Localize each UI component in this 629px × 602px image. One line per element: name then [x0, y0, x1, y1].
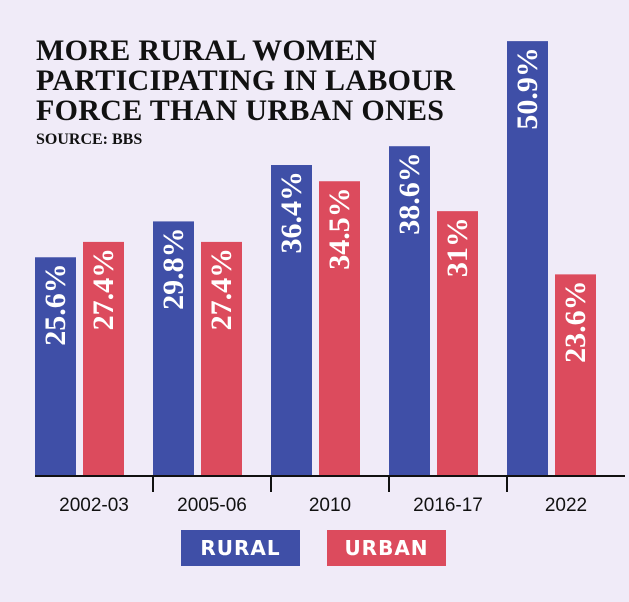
x-tick-label-2022: 2022: [545, 495, 587, 516]
source-label: SOURCE: BBS: [36, 131, 143, 148]
chart-title: MORE RURAL WOMEN PARTICIPATING IN LABOUR…: [36, 36, 506, 126]
legend-urban: URBAN: [327, 530, 446, 566]
data-label-rural-2005-06: 29.8%: [157, 227, 190, 310]
bar-urban-2010: [319, 181, 360, 476]
bar-urban-2016-17: [437, 211, 478, 476]
bar-urban-2002-03: [83, 241, 124, 476]
data-label-urban-2010: 34.5%: [323, 187, 356, 270]
data-label-rural-2022: 50.9%: [511, 47, 544, 130]
x-tick-label-2002-03: 2002-03: [59, 495, 129, 516]
data-label-urban-2022: 23.6%: [559, 280, 592, 363]
data-label-rural-2010: 36.4%: [275, 171, 308, 254]
chart-title-line-3: FORCE THAN URBAN ONES: [36, 94, 445, 127]
x-tick-label-2016-17: 2016-17: [413, 495, 483, 516]
chart-title-line-1: MORE RURAL WOMEN: [36, 34, 377, 67]
data-label-urban-2016-17: 31%: [441, 217, 474, 277]
x-tick-label-2005-06: 2005-06: [177, 495, 247, 516]
bar-rural-2022: [507, 41, 548, 476]
data-label-urban-2005-06: 27.4%: [205, 248, 238, 330]
x-tick-label-2010: 2010: [309, 495, 351, 516]
legend-rural: RURAL: [181, 530, 300, 566]
bar-rural-2010: [271, 165, 312, 476]
bar-urban-2005-06: [201, 241, 242, 476]
bar-rural-2016-17: [389, 146, 430, 476]
bar-rural-2002-03: [35, 257, 76, 476]
bar-rural-2005-06: [153, 221, 194, 476]
data-label-rural-2002-03: 25.6%: [39, 263, 72, 346]
bar-urban-2022: [555, 274, 596, 476]
data-label-rural-2016-17: 38.6%: [393, 152, 426, 235]
data-label-urban-2002-03: 27.4%: [87, 248, 120, 330]
chart-title-line-2: PARTICIPATING IN LABOUR: [36, 64, 456, 97]
